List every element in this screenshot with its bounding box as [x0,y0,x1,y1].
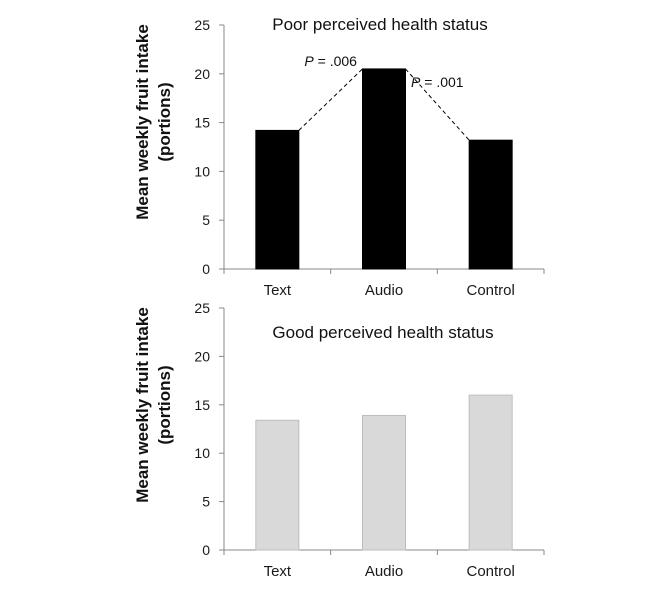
significance-line [405,68,470,141]
x-tick-label: Text [264,282,292,299]
y-tick-label: 0 [202,542,210,558]
p-value: = .006 [314,53,357,69]
y-tick-label: 25 [194,17,210,33]
y-tick-label: 20 [194,66,210,82]
y-tick-label: 10 [194,445,210,461]
chart-good-health: Good perceived health status Mean weekly… [133,300,545,580]
p-value: = .001 [420,74,463,90]
y-tick-label: 5 [202,212,210,228]
y-axis-label-line2: (portions) [155,365,174,444]
x-tick-label: Audio [365,563,403,580]
chart-title: Good perceived health status [272,323,493,342]
chart-title: Poor perceived health status [272,15,487,34]
bar-control [468,394,513,551]
y-axis-label-line1: Mean weekly fruit intake [133,24,152,220]
x-tick-label: Control [466,563,514,580]
p-symbol: P [304,53,314,69]
y-tick-label: 15 [194,115,210,131]
y-tick-label: 15 [194,397,210,413]
y-tick-label: 10 [194,163,210,179]
y-tick-label: 20 [194,348,210,364]
significance-line [298,68,363,131]
y-tick-label: 25 [194,300,210,316]
y-axis-label-line2: (portions) [155,82,174,161]
y-axis-label-line1: Mean weekly fruit intake [133,307,152,503]
bar-audio [362,68,406,270]
chart-poor-health: Poor perceived health status Mean weekly… [133,15,545,299]
x-tick-label: Control [466,282,514,299]
y-tick-label: 0 [202,261,210,277]
bar-audio [362,414,406,551]
significance-label: P = .001 [411,74,464,90]
bar-text [255,129,300,270]
significance-label: P = .006 [304,53,357,69]
x-tick-label: Audio [365,282,403,299]
p-symbol: P [411,74,421,90]
bar-text [255,419,300,551]
x-tick-label: Text [264,563,292,580]
y-tick-label: 5 [202,494,210,510]
bar-control [468,139,513,270]
